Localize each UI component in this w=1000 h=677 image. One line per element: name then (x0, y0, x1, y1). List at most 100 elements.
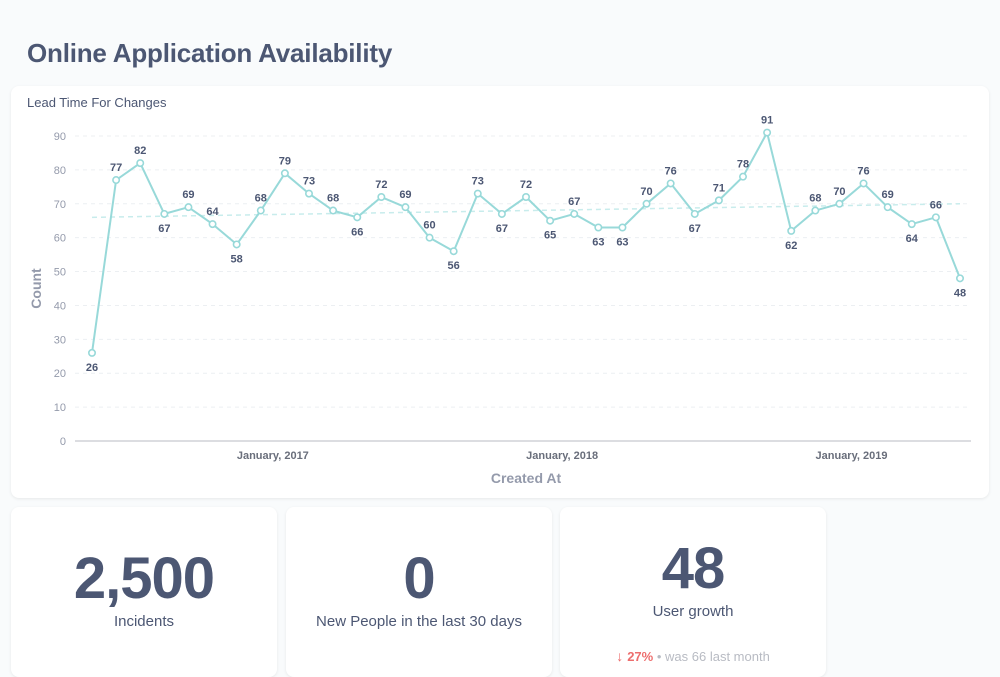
data-label: 67 (568, 196, 580, 208)
data-point (136, 159, 145, 168)
data-label: 71 (713, 182, 725, 194)
data-label: 69 (882, 189, 894, 201)
x-tick-label: January, 2019 (816, 450, 888, 462)
data-label: 64 (906, 233, 919, 245)
data-label: 69 (399, 189, 411, 201)
new-people-label[interactable]: New People in the last 30 days (316, 613, 522, 630)
y-tick-label: 10 (54, 402, 66, 414)
comparison-separator: • (656, 649, 662, 664)
data-point (690, 209, 699, 218)
data-label: 82 (134, 145, 146, 157)
incidents-label[interactable]: Incidents (113, 613, 175, 630)
data-point (714, 196, 723, 205)
data-point (594, 223, 603, 232)
growth-previous-value: was 66 last month (665, 649, 770, 664)
x-axis-label: Created At (491, 470, 562, 486)
data-label: 26 (86, 362, 98, 374)
data-point (835, 199, 844, 208)
data-label: 68 (255, 193, 267, 205)
user-growth-card[interactable]: 48 User growth ↓ 27% • was 66 last month (560, 507, 826, 677)
data-point (184, 203, 193, 212)
data-label: 56 (448, 260, 460, 272)
data-label: 78 (737, 159, 749, 171)
data-point (112, 176, 121, 185)
data-label: 66 (930, 199, 942, 211)
data-label: 73 (303, 176, 315, 188)
series-points-layer (88, 128, 964, 357)
chart-card-title[interactable]: Lead Time For Changes (27, 95, 167, 110)
data-point (931, 213, 940, 222)
x-tick-label: January, 2018 (526, 450, 598, 462)
data-point (811, 206, 820, 215)
x-tick-label: January, 2017 (237, 450, 309, 462)
data-label: 63 (616, 237, 628, 249)
data-point (160, 209, 169, 218)
new-people-card[interactable]: 0 New People in the last 30 days (286, 507, 552, 677)
data-point (570, 209, 579, 218)
data-point (907, 220, 916, 229)
data-point (208, 220, 217, 229)
data-point (280, 169, 289, 178)
data-point (642, 199, 651, 208)
y-tick-label: 50 (54, 267, 66, 279)
y-tick-label: 20 (54, 368, 66, 380)
data-point (787, 226, 796, 235)
data-label: 66 (351, 226, 363, 238)
y-tick-label: 60 (54, 233, 66, 245)
new-people-value: 0 (403, 546, 435, 611)
data-label: 63 (592, 237, 604, 249)
data-label: 91 (761, 115, 773, 127)
data-labels-layer: 26 77 82 67 69 64 58 68 79 73 68 66 72 69 60 56 73 67 72 65… (86, 115, 966, 374)
data-point (763, 128, 772, 137)
data-label: 76 (857, 165, 869, 177)
data-point (329, 206, 338, 215)
series-line (91, 131, 961, 354)
data-point (546, 216, 555, 225)
data-point (521, 193, 530, 202)
user-growth-value: 48 (661, 536, 726, 601)
data-label: 65 (544, 230, 556, 242)
data-point (955, 274, 964, 283)
data-label: 72 (520, 179, 532, 191)
data-label: 62 (785, 240, 797, 252)
trend-line-layer (91, 203, 961, 219)
incidents-card[interactable]: 2,500 Incidents (11, 507, 277, 677)
data-point (473, 189, 482, 198)
data-point (256, 206, 265, 215)
data-label: 60 (423, 220, 435, 232)
data-point (449, 247, 458, 256)
data-point (666, 179, 675, 188)
data-label: 68 (809, 193, 821, 205)
data-label: 68 (327, 193, 339, 205)
data-point (304, 189, 313, 198)
data-label: 64 (206, 206, 219, 218)
data-label: 79 (279, 155, 291, 167)
data-label: 48 (954, 287, 966, 299)
y-tick-label: 70 (54, 199, 66, 211)
arrow-down-icon: ↓ (616, 648, 624, 664)
data-label: 58 (231, 253, 243, 265)
data-label: 72 (375, 179, 387, 191)
growth-change-percent: 27% (627, 649, 654, 664)
trend-line (91, 203, 961, 219)
growth-comparison: ↓ 27% • was 66 last month (560, 648, 826, 664)
data-label: 67 (689, 223, 701, 235)
data-label: 76 (665, 165, 677, 177)
user-growth-label[interactable]: User growth (652, 603, 734, 620)
data-point (859, 179, 868, 188)
data-point (232, 240, 241, 249)
y-tick-label: 30 (54, 334, 66, 346)
data-point (377, 193, 386, 202)
data-point (497, 209, 506, 218)
data-point (88, 348, 97, 357)
data-point (425, 233, 434, 242)
chart-card[interactable]: Lead Time For Changes 0 10 20 30 40 50 60 70 80 9… (11, 86, 989, 498)
y-tick-label: 90 (54, 131, 66, 143)
data-label: 67 (496, 223, 508, 235)
data-point (353, 213, 362, 222)
data-point (401, 203, 410, 212)
y-tick-label: 80 (54, 165, 66, 177)
series-line-layer (91, 131, 961, 354)
y-tick-label: 0 (60, 436, 66, 448)
data-label: 73 (472, 176, 484, 188)
